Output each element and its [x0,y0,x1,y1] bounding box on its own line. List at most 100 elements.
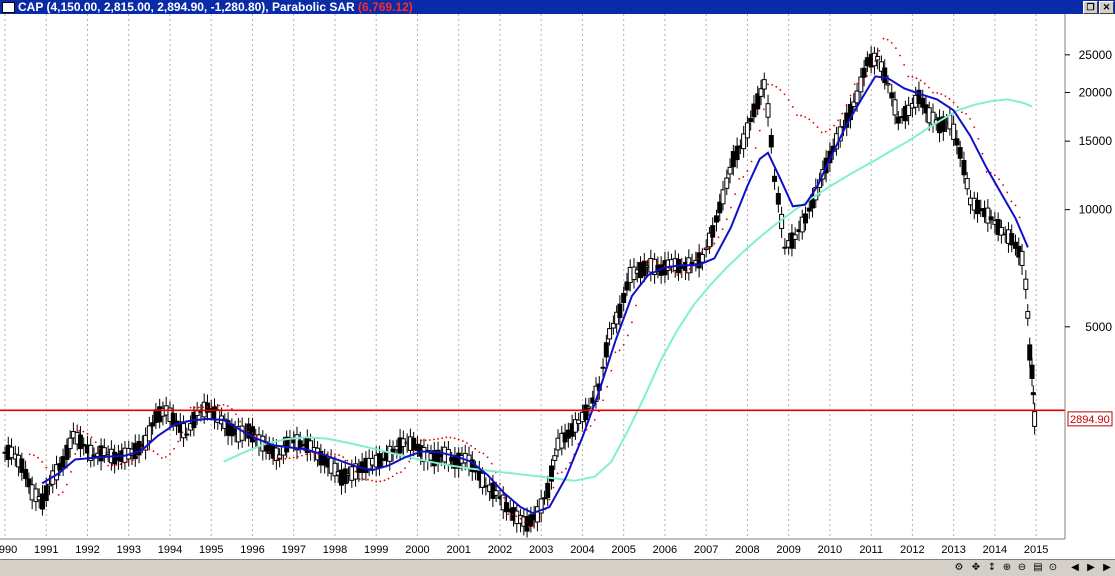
sar-dot [140,446,143,449]
close-icon[interactable]: ✕ [1099,1,1114,14]
candle-body [600,366,606,369]
sar-dot [453,437,456,440]
candle-body [988,216,994,221]
candle-body [47,483,53,487]
candle-body [1025,311,1031,319]
candle-body [878,61,884,72]
candle-body [768,135,774,148]
parabolic-sar-dots [28,37,1025,528]
sar-dot [820,131,823,134]
restore-icon[interactable]: ❐ [1083,1,1098,14]
candle-body [1023,278,1029,290]
candle-body [273,447,279,462]
bars-icon[interactable]: ▤ [1033,562,1043,573]
sar-dot [391,475,394,478]
candle-body [724,177,730,189]
indicator-value: (6,769.12) [358,0,413,14]
sar-dot [647,259,650,262]
sar-dot [919,79,922,82]
sar-dot [334,453,336,456]
candle-body [954,138,960,146]
candle-body [146,425,152,442]
candle-body [548,465,554,482]
sar-dot [222,403,225,406]
sar-dot [758,129,761,132]
sar-dot [940,93,943,96]
candle-body [9,446,15,459]
chart-title-bar: CAP (4,150.00, 2,815.00, 2,894.90, -1,28… [0,0,1115,14]
settings-icon[interactable]: ⚙ [954,562,964,573]
sar-dot [998,178,1000,181]
last-price-marker: 2894.90 [1067,411,1113,427]
scroll-right-icon[interactable]: ▶ [1087,562,1095,573]
sar-dot [445,436,448,439]
sar-dot [131,459,134,462]
sar-dot [923,82,926,85]
window-icon [2,2,15,14]
sar-dot [631,321,633,324]
sar-dot [41,460,44,463]
sar-dot [470,444,472,447]
sar-dot [292,456,295,459]
sar-dot [787,99,790,101]
x-tick-label: 2014 [983,544,1007,556]
sar-dot [812,121,815,124]
sar-dot [532,524,534,527]
sar-dot [449,436,452,439]
x-tick-label: 1995 [199,544,223,556]
x-tick-label: 2000 [405,544,429,556]
candle-body [889,92,895,99]
slow-moving-average-line [223,98,1033,482]
sar-dot [973,126,976,129]
candle-body [26,478,32,488]
sar-dot [915,77,918,80]
candle-body [552,455,558,461]
sar-dot [804,116,807,118]
candle-body [906,104,912,117]
candle-body [284,436,290,453]
sar-dot [235,413,237,416]
candle-body [610,322,616,329]
candle-body [332,462,338,477]
sar-dot [1018,216,1021,219]
candle-body [741,133,747,150]
chart-toolbar: ⚙ ✥ ↕ ⊕ ⊖ ▤ ⊙ ◀ ▶ ▶ [0,559,1115,576]
sar-dot [548,498,551,501]
sar-dot [824,130,827,133]
sar-dot [602,399,604,402]
cursor-icon[interactable]: ⊙ [1048,562,1058,573]
sar-dot [659,263,662,266]
scroll-right-icon[interactable]: ▶ [1103,562,1111,573]
scroll-left-icon[interactable]: ◀ [1071,562,1079,573]
x-tick-label: 2006 [653,544,677,556]
sar-dot [457,438,460,441]
sar-dot [713,242,716,245]
sar-dot [754,147,757,149]
zoom-in-icon[interactable]: ⊕ [1002,562,1012,573]
sar-dot [890,41,893,44]
sar-dot [123,462,126,465]
zoom-out-icon[interactable]: ⊖ [1017,562,1027,573]
x-tick-label: 1998 [323,544,347,556]
sar-dot [676,273,679,276]
candle-body [751,103,757,118]
candle-body [964,178,970,190]
candle-body [1030,392,1036,396]
sar-dot [428,439,431,441]
sar-dot [82,430,85,433]
candle-body [603,342,609,358]
candle-body [920,97,926,108]
y-tick-label: 15000 [1079,134,1113,148]
crosshair-icon[interactable]: ✥ [971,562,981,573]
candle-body [761,79,767,90]
sar-dot [400,471,402,473]
scroll-left-icon[interactable]: ↕ [987,562,997,573]
candle-body [975,199,981,215]
sar-dot [169,453,171,455]
sar-dot [226,405,229,407]
indicator-name: Parabolic SAR [271,0,355,14]
sar-dot [536,521,538,524]
candle-body [717,201,723,214]
sar-dot [717,236,720,239]
